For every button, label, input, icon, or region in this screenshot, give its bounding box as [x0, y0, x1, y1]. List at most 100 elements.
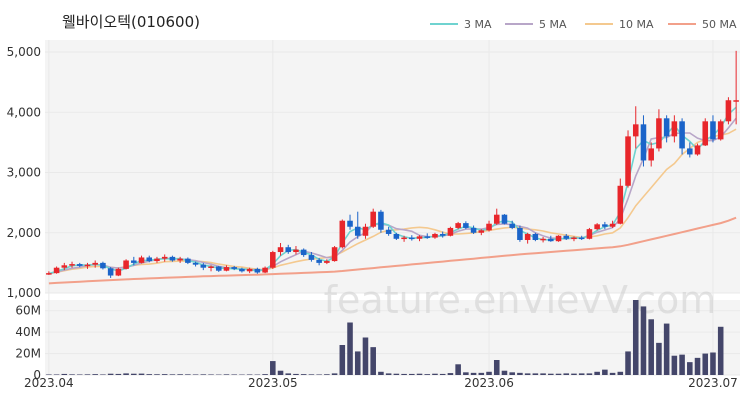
volume-bar — [146, 374, 153, 375]
x-tick-label: 2023.05 — [248, 376, 298, 390]
candle-body — [555, 235, 562, 242]
volume-bar — [455, 364, 461, 375]
volume-bar — [578, 373, 585, 375]
price-tick-label: 2,000 — [7, 226, 41, 240]
ma-50-line — [48, 216, 737, 285]
candle-body — [733, 100, 739, 102]
volume-bar — [354, 351, 361, 375]
candle-body — [192, 262, 199, 265]
candle-body — [316, 259, 322, 263]
volume-bar — [362, 337, 369, 375]
chart-title: 웰바이오텍(010600) — [62, 13, 200, 31]
candle-body — [246, 268, 253, 272]
candle-body — [300, 249, 307, 256]
volume-bar — [69, 374, 75, 375]
x-axis-ticks: 2023.04 2023.05 2023.06 2023.07 — [24, 376, 738, 390]
candle-body — [92, 262, 98, 265]
volume-bar — [401, 373, 407, 375]
volume-bar — [594, 371, 600, 375]
candle-body — [663, 118, 670, 137]
candle-body — [161, 256, 168, 259]
candle-body — [640, 124, 647, 161]
candle-body — [53, 267, 60, 274]
candle-body — [586, 229, 593, 239]
candle-body — [177, 258, 183, 261]
price-panel — [45, 40, 740, 293]
volume-bar — [424, 374, 431, 375]
price-tick-label: 4,000 — [7, 105, 41, 119]
candle-body — [215, 266, 222, 271]
candle-body — [679, 121, 685, 149]
volume-bar — [478, 372, 485, 375]
volume-bar — [571, 373, 577, 375]
volume-bar — [123, 373, 129, 375]
candle-body — [277, 247, 284, 253]
watermark: feature.enVievV.com — [324, 278, 717, 322]
volume-bar — [532, 373, 539, 375]
volume-bar — [300, 374, 307, 375]
candle-body — [200, 264, 207, 268]
volume-bar — [524, 373, 531, 375]
volume-bar — [463, 372, 469, 375]
candle-body — [223, 267, 230, 271]
candles — [46, 50, 739, 278]
grid-lines — [45, 40, 740, 376]
volume-bar — [208, 374, 214, 375]
candle-body — [115, 268, 122, 276]
candle-body — [107, 268, 114, 276]
candle-body — [69, 264, 75, 266]
candle-body — [270, 252, 276, 268]
volume-bar — [324, 374, 330, 375]
candle-body — [509, 223, 515, 228]
candle-body — [439, 233, 446, 236]
candle-body — [648, 148, 654, 161]
volume-bar — [409, 373, 415, 375]
candle-body — [424, 236, 431, 238]
volume-bar — [370, 347, 376, 375]
volume-bar — [293, 373, 299, 375]
volume-bar — [154, 374, 160, 375]
candle-body — [401, 237, 407, 240]
volume-bar — [679, 354, 685, 375]
candle-body — [532, 233, 539, 240]
candle-body — [254, 268, 261, 273]
candle-body — [432, 233, 438, 238]
volume-bar — [223, 374, 230, 375]
candle-body — [231, 267, 237, 269]
candle-body — [393, 233, 400, 239]
candle-body — [185, 258, 191, 263]
volume-bar — [277, 370, 284, 375]
price-tick-label: 5,000 — [7, 45, 41, 59]
volume-bar — [270, 361, 276, 375]
candle-body — [524, 233, 531, 240]
volume-bars — [46, 300, 724, 375]
volume-bar — [92, 374, 98, 375]
candle-body — [594, 224, 600, 230]
volume-bar — [602, 369, 608, 375]
candle-body — [331, 247, 338, 262]
candle-body — [76, 264, 83, 266]
volume-bar — [447, 373, 454, 375]
candle-body — [146, 257, 153, 262]
candle-body — [285, 247, 292, 253]
volume-tick-label: 20M — [15, 347, 41, 361]
legend-label: 10 MA — [619, 18, 654, 31]
volume-bar — [385, 373, 392, 375]
price-tick-label: 3,000 — [7, 166, 41, 180]
volume-bar — [61, 373, 68, 375]
volume-bar — [138, 373, 145, 375]
candle-body — [308, 255, 315, 260]
volume-bar — [586, 373, 593, 375]
volume-bar — [46, 374, 52, 375]
legend: 3 MA 5 MA 10 MA 50 MA — [430, 18, 737, 31]
volume-bar — [632, 300, 639, 375]
candle-body — [486, 223, 492, 231]
volume-bar — [169, 374, 176, 375]
candle-body — [563, 235, 570, 239]
volume-bar — [687, 362, 693, 375]
volume-bar — [416, 373, 423, 375]
candle-body — [154, 258, 160, 262]
x-tick-label: 2023.04 — [24, 376, 74, 390]
volume-bar — [316, 374, 322, 375]
candle-body — [370, 211, 376, 227]
